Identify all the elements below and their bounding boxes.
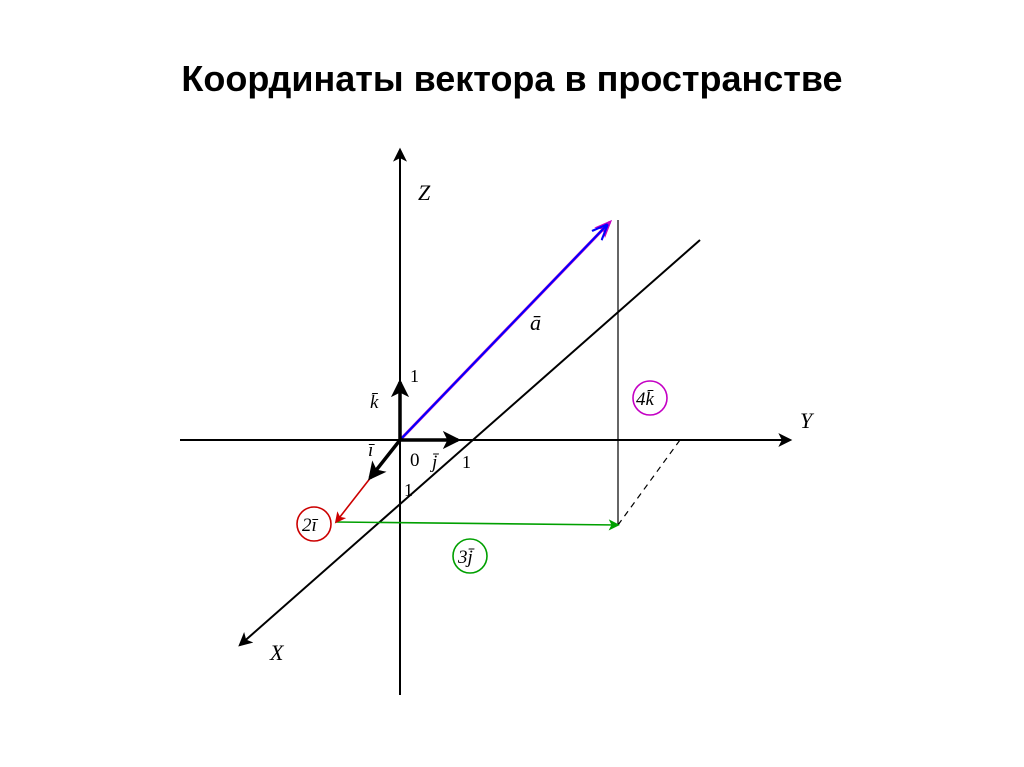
vector-diagram: Z Y X 0 k̄ 1 j̄ 1 ī 1 ā 2ī 3j̄ 4k̄ [0, 0, 1024, 767]
svg-text:4k̄: 4k̄ [636, 389, 655, 410]
projection-dashed [618, 440, 680, 525]
unit-label-i: ī [368, 440, 375, 461]
axis-x [240, 240, 700, 645]
unit-tick-k: 1 [410, 366, 419, 386]
unit-tick-i: 1 [404, 480, 413, 500]
vector-a-inner [400, 226, 606, 440]
axis-label-x: X [269, 640, 285, 665]
label-2i: 2ī [297, 507, 331, 541]
unit-label-k: k̄ [370, 392, 379, 413]
axis-label-z: Z [418, 180, 431, 205]
unit-tick-j: 1 [462, 452, 471, 472]
vector-a-label: ā [530, 310, 541, 335]
svg-text:3j̄: 3j̄ [457, 547, 475, 568]
label-3j: 3j̄ [453, 539, 487, 573]
axis-label-y: Y [800, 408, 815, 433]
unit-vector-i [370, 440, 400, 478]
svg-text:2ī: 2ī [302, 515, 319, 536]
origin-label: 0 [410, 450, 420, 471]
label-4k: 4k̄ [633, 381, 667, 415]
